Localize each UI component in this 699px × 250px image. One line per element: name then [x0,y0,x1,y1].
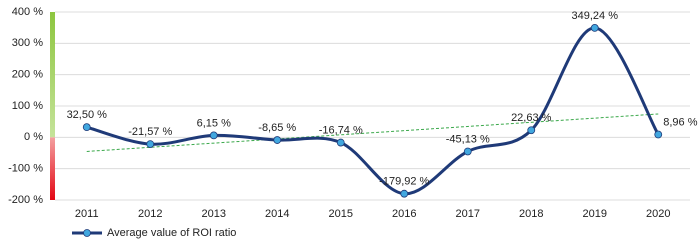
x-tick-label: 2018 [519,208,543,220]
value-label: 22,63 % [511,112,552,124]
value-label: -179,92 % [379,176,429,188]
x-tick-label: 2020 [646,208,670,220]
point [654,130,663,139]
y-tick-label: 400 % [12,6,43,18]
x-tick-label: 2013 [202,208,226,220]
y-tick-label: 100 % [12,100,43,112]
value-label: -8,65 % [258,122,296,134]
value-label: 32,50 % [67,109,108,121]
x-tick-label: 2011 [75,208,99,220]
y-tick-label: 300 % [12,37,43,49]
value-label: 349,24 % [572,10,619,22]
trend-line [86,113,659,152]
x-tick-label: 2014 [265,208,289,220]
value-label: -45,13 % [446,133,490,145]
point [336,138,345,147]
point [590,24,599,32]
y-tick-label: 200 % [12,69,43,81]
value-label: -21,57 % [128,126,172,138]
x-tick-label: 2015 [329,208,353,220]
value-label: 6,15 % [197,117,231,129]
x-tick-label: 2012 [138,208,162,220]
positive-bar [50,12,55,138]
point [527,126,536,135]
point [209,131,218,140]
value-label: -16,74 % [319,124,363,136]
x-tick-label: 2019 [583,208,607,220]
y-tick-label: 0 % [24,131,43,143]
y-tick-label: -100 % [8,163,43,175]
series-line [86,26,660,196]
point [463,147,472,156]
y-tick-label: -200 % [8,194,43,206]
point [146,140,155,148]
x-tick-label: 2016 [392,208,416,220]
point [82,123,91,132]
x-tick-label: 2017 [456,208,480,220]
legend-label: Average value of ROI ratio [107,227,236,239]
legend-marker [83,229,91,237]
negative-bar [50,137,55,200]
point [273,136,282,144]
value-label: 8,96 % [663,116,697,128]
point [400,189,409,198]
